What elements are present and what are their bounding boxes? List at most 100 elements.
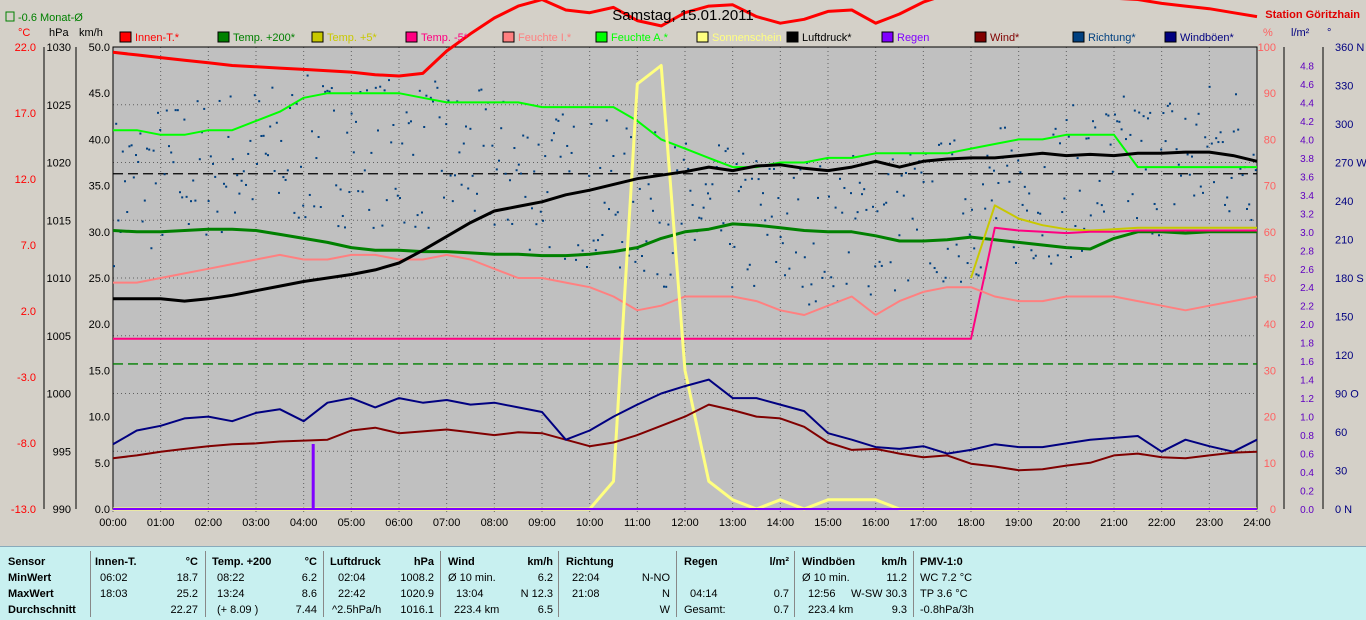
direction-dot	[1039, 212, 1042, 215]
direction-dot	[986, 154, 989, 157]
direction-dot	[1147, 117, 1149, 120]
rain-tick-label: 1.6	[1300, 357, 1314, 368]
direction-dot	[764, 219, 767, 222]
regen-max-time: 04:14	[690, 588, 718, 600]
direction-dot	[447, 99, 450, 102]
direction-dot	[282, 176, 285, 179]
direction-dot	[1155, 208, 1158, 211]
x-tick-label: 07:00	[433, 517, 461, 529]
direction-dot	[779, 236, 782, 239]
luft-max-time: 22:42	[338, 588, 366, 600]
direction-dot	[608, 208, 610, 211]
direction-dot	[843, 186, 846, 189]
direction-dot	[1246, 207, 1248, 210]
separator	[90, 551, 91, 617]
boeen-unit: km/h	[881, 556, 907, 568]
direction-dot	[403, 221, 406, 224]
direction-dot	[566, 144, 569, 147]
chart-title: Samstag, 15.01.2011	[612, 7, 754, 24]
humidity-tick-label: 50	[1264, 273, 1276, 285]
direction-dot	[872, 205, 874, 208]
legend-swatch	[217, 31, 230, 43]
direction-dot	[891, 158, 894, 161]
direction-dot	[480, 88, 483, 91]
direction-dot	[1010, 149, 1013, 152]
boeen-min-value: 11.2	[886, 572, 907, 584]
direction-dot	[1063, 197, 1066, 200]
direction-dot	[973, 247, 976, 250]
direction-dot	[1254, 169, 1257, 172]
direction-dot	[1072, 104, 1075, 107]
direction-dot	[634, 260, 637, 263]
direction-dot	[687, 167, 690, 170]
direction-dot	[350, 112, 353, 115]
direction-dot	[1250, 218, 1253, 221]
stats-windboeen: Windböen km/h Ø 10 min. 11.2 12:56 W-SW 30.…	[802, 554, 907, 618]
direction-dot	[148, 148, 151, 151]
direction-dot	[1195, 123, 1198, 126]
direction-dot	[1085, 137, 1088, 140]
direction-dot	[667, 223, 670, 226]
direction-dot	[1226, 196, 1229, 199]
pressure-tick-label: 995	[53, 446, 71, 458]
unit-pressure: hPa	[49, 27, 69, 39]
direction-dot	[748, 263, 751, 266]
direction-dot	[1120, 128, 1123, 131]
direction-dot	[665, 285, 668, 288]
legend-swatch	[696, 31, 709, 43]
direction-dot	[720, 229, 723, 232]
wind-tick-label: 45.0	[89, 88, 110, 100]
direction-dot	[841, 211, 844, 214]
direction-dot	[645, 240, 648, 243]
direction-dot	[869, 293, 872, 296]
direction-dot	[885, 201, 888, 204]
direction-tick-label: 270 W	[1335, 158, 1366, 170]
direction-dot	[797, 198, 800, 201]
direction-dot	[445, 123, 448, 126]
temp-avg-value: 7.44	[295, 604, 317, 616]
direction-dot	[1116, 120, 1119, 123]
direction-dot	[810, 283, 813, 286]
boeen-min-time: Ø 10 min.	[802, 572, 850, 584]
direction-tick-label: 90 O	[1335, 389, 1359, 401]
direction-dot	[799, 168, 802, 171]
direction-dot	[117, 219, 120, 222]
direction-dot	[1241, 174, 1244, 177]
direction-dot	[1017, 159, 1020, 162]
legend-swatch	[1164, 31, 1177, 43]
direction-dot	[1023, 185, 1026, 188]
wind-unit: km/h	[527, 556, 553, 568]
direction-dot	[126, 211, 129, 214]
direction-dot	[418, 89, 421, 92]
wind-avg-value: 6.5	[537, 604, 553, 616]
direction-dot	[929, 262, 932, 265]
direction-dot	[1076, 157, 1079, 160]
direction-dot	[308, 193, 311, 196]
direction-dot	[971, 208, 973, 211]
direction-dot	[1175, 148, 1178, 151]
direction-dot	[242, 170, 245, 173]
luft-avg-value: 1016.1	[400, 604, 434, 616]
direction-dot	[249, 139, 252, 142]
direction-dot	[988, 166, 991, 169]
rain-tick-label: 4.0	[1300, 135, 1314, 146]
direction-dot	[504, 172, 507, 175]
pressure-tick-label: 990	[53, 504, 71, 516]
direction-dot	[231, 158, 234, 161]
direction-dot	[374, 86, 377, 89]
direction-dot	[1208, 85, 1211, 88]
station-name: Station Göritzhain	[1265, 9, 1360, 21]
direction-dot	[711, 183, 714, 186]
humidity-tick-label: 30	[1264, 365, 1276, 377]
direction-dot	[357, 190, 360, 193]
direction-dot	[535, 223, 538, 226]
separator	[794, 551, 795, 617]
direction-dot	[1030, 249, 1033, 252]
direction-dot	[258, 100, 261, 103]
direction-dot	[174, 109, 177, 112]
direction-dot	[1061, 211, 1064, 214]
x-tick-label: 01:00	[147, 517, 175, 529]
direction-dot	[909, 153, 912, 156]
direction-dot	[295, 102, 298, 105]
direction-dot	[449, 174, 452, 177]
